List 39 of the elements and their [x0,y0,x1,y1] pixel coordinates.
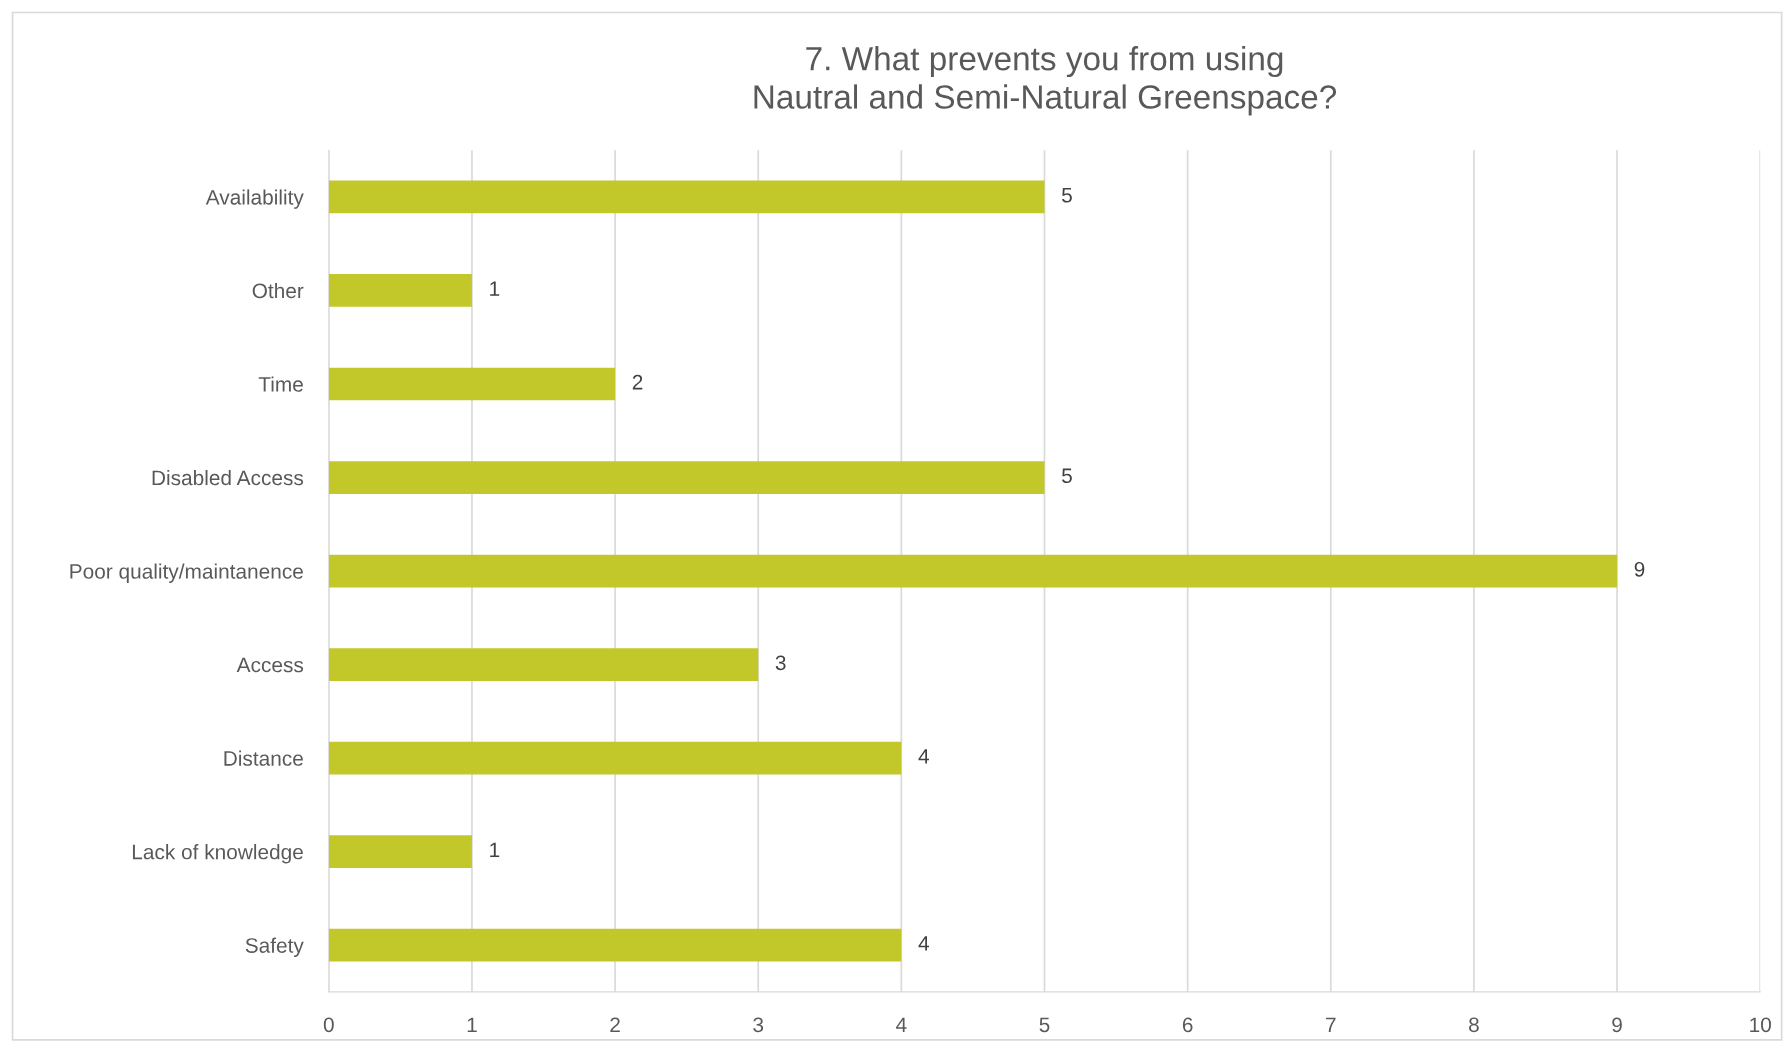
x-tick-label: 8 [1469,1017,1479,1033]
data-label: 4 [918,749,930,764]
chart-title: 7. What prevents you from using Nautral and Semi-Natural Greenspace? [754,46,1337,116]
y-tick-label: Access [236,657,304,673]
x-tick-label: 0 [323,1017,334,1033]
bar [328,648,759,681]
bar [328,180,1045,214]
y-tick-label: Time [258,376,303,392]
y-tick-label: Availability [205,189,304,209]
data-label: 5 [1062,468,1072,484]
x-tick-label: 5 [1039,1017,1050,1033]
x-tick-label: 9 [1612,1017,1622,1033]
data-label: 1 [490,281,500,296]
x-tick-label: 10 [1750,1017,1771,1033]
bar [328,835,472,868]
data-label: 1 [490,842,500,857]
x-tick-label: 7 [1326,1017,1336,1032]
data-label: 3 [775,655,786,671]
y-tick-label: Lack of knowledge [132,844,303,864]
data-label: 4 [918,936,930,951]
bar [328,274,472,307]
y-tick-label: Distance [224,750,303,766]
bar [328,741,902,775]
data-label: 2 [632,374,643,390]
bar [328,928,902,962]
y-tick-label: Other [252,282,304,299]
bar [328,554,1618,588]
x-tick-label: 1 [467,1017,477,1032]
x-tick-label: 2 [610,1017,620,1032]
bar [328,367,616,401]
x-tick-label: 3 [753,1017,764,1033]
data-label: 5 [1062,188,1072,203]
x-tick-label: 4 [896,1017,907,1032]
y-tick-label: Poor quality/maintanence [70,563,303,583]
x-tick-label: 6 [1182,1017,1193,1033]
y-tick-label: Safety [245,937,304,957]
bar [328,461,1045,494]
data-label: 9 [1634,561,1645,577]
y-tick-label: Disabled Access [152,469,304,486]
